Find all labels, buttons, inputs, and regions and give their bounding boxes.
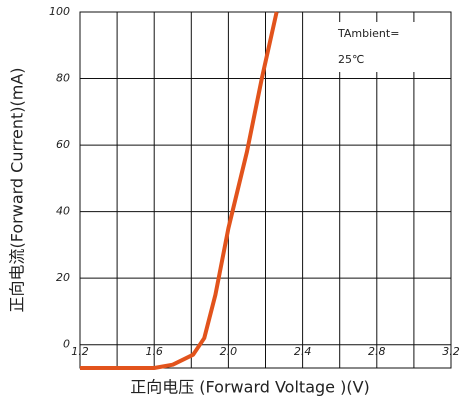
- y-tick-label: 80: [56, 72, 70, 85]
- annotation-box: [334, 22, 416, 72]
- x-tick-label: 2.8: [368, 345, 386, 358]
- y-axis-title: 正向电流(Forward Current)(mA): [8, 67, 27, 312]
- x-tick-label: 1.2: [71, 345, 89, 358]
- x-tick-label: 2.0: [220, 345, 238, 358]
- annotation: 25℃: [338, 53, 364, 66]
- y-tick-label: 40: [56, 205, 70, 218]
- x-axis-title: 正向电压 (Forward Voltage )(V): [130, 378, 370, 397]
- x-tick-label: 1.6: [145, 345, 163, 358]
- y-tick-label: 20: [56, 271, 70, 284]
- y-tick-label: 100: [49, 5, 70, 18]
- x-tick-label: 2.4: [294, 345, 312, 358]
- y-tick-label: 0: [63, 338, 70, 351]
- annotation: TAmbient=: [337, 27, 399, 40]
- x-tick-label: 3.2: [442, 345, 460, 358]
- data-line: [80, 11, 279, 370]
- y-tick-label: 60: [56, 138, 70, 151]
